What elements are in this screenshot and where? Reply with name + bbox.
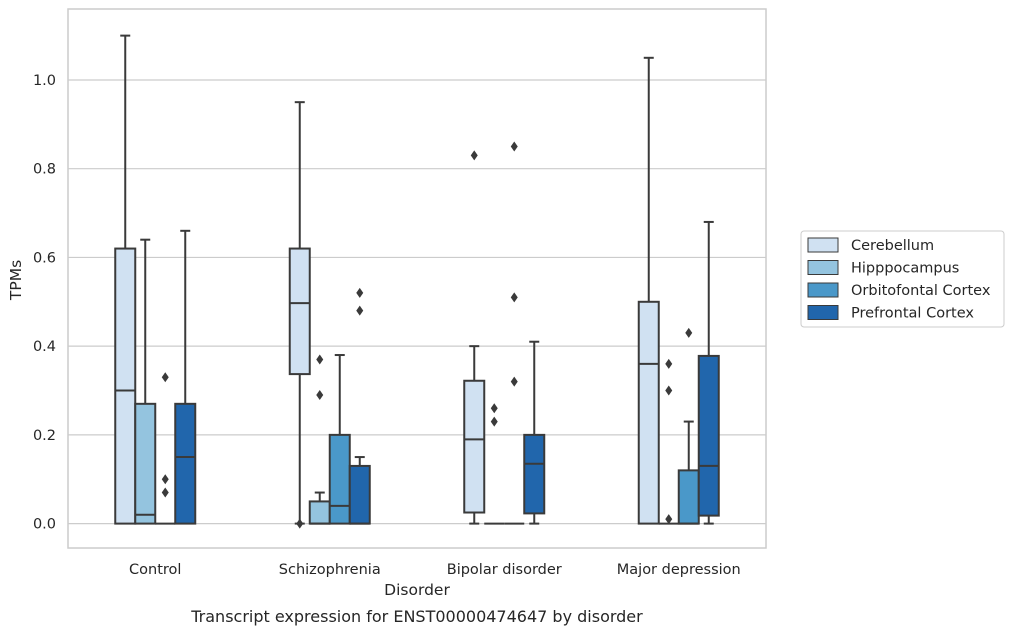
x-tick-labels: Control Schizophrenia Bipolar disorder Majo… — [129, 562, 741, 578]
box-group — [697, 220, 720, 525]
legend-entry-label: Prefrontal Cortex — [851, 306, 974, 322]
legend-entry-label: Orbitofontal Cortex — [851, 283, 991, 299]
outlier-point — [316, 354, 324, 365]
outlier-point — [161, 372, 169, 383]
box-group — [504, 141, 525, 525]
box-group — [348, 287, 371, 525]
outlier-point — [490, 416, 498, 427]
box — [308, 500, 331, 525]
box-group — [155, 372, 176, 525]
box — [463, 379, 486, 514]
outlier-point — [510, 141, 518, 152]
x-tick-label: Major depression — [617, 562, 741, 578]
y-tick-label: 0.6 — [33, 250, 56, 266]
outlier-point — [665, 514, 673, 525]
y-tick-label: 0.8 — [33, 162, 56, 178]
box-group — [523, 340, 546, 525]
box-group — [328, 354, 351, 525]
box — [114, 247, 137, 525]
legend-swatch — [807, 237, 839, 253]
y-tick-label: 0.0 — [33, 517, 56, 533]
y-tick-label: 0.4 — [33, 339, 56, 355]
outlier-point — [510, 292, 518, 303]
y-tick-label: 0.2 — [33, 428, 56, 444]
box-group — [637, 56, 660, 525]
y-axis-label: TPMs — [7, 260, 25, 301]
chart-caption: Transcript expression for ENST0000047464… — [190, 607, 643, 626]
legend-swatch — [807, 260, 839, 275]
outlier-point — [296, 518, 304, 529]
legend-swatch — [807, 305, 839, 320]
legend: Cerebellum Hipppocampus Orbitofontal Corte… — [800, 230, 1005, 328]
box — [348, 464, 371, 525]
x-tick-label: Schizophrenia — [279, 562, 381, 578]
legend-swatch — [807, 282, 839, 298]
outlier-point — [470, 150, 478, 161]
box-group — [308, 354, 331, 525]
outlier-point — [161, 487, 169, 498]
outlier-point — [356, 287, 364, 298]
box-group — [288, 101, 311, 529]
box-group — [484, 403, 505, 525]
x-tick-label: Control — [129, 562, 181, 578]
outlier-point — [161, 474, 169, 485]
box — [174, 402, 197, 525]
box — [697, 354, 720, 517]
box — [523, 433, 546, 515]
box — [134, 402, 157, 525]
y-tick-label: 1.0 — [33, 73, 56, 89]
box — [288, 247, 311, 376]
outlier-point — [490, 403, 498, 414]
legend-entry-label: Hipppocampus — [851, 261, 959, 277]
outlier-point — [685, 327, 693, 338]
box — [328, 433, 351, 525]
y-tick-labels: 0.0 0.2 0.4 0.6 0.8 1.0 — [33, 73, 56, 533]
box-group — [463, 150, 486, 525]
outlier-point — [316, 389, 324, 400]
plot-frame — [67, 8, 767, 549]
outlier-point — [510, 376, 518, 387]
box-group — [658, 358, 679, 525]
x-tick-label: Bipolar disorder — [447, 562, 562, 578]
box-group — [134, 238, 157, 525]
box-group — [174, 229, 197, 525]
legend-frame — [800, 230, 1005, 328]
boxes-layer — [114, 34, 720, 529]
box — [677, 469, 700, 525]
box-group — [114, 34, 137, 525]
legend-entry-label: Cerebellum — [851, 238, 934, 254]
x-axis-label: Disorder — [384, 581, 450, 599]
outlier-point — [356, 305, 364, 316]
outlier-point — [665, 358, 673, 369]
plot-area — [68, 9, 766, 548]
box — [637, 300, 660, 525]
outlier-point — [665, 385, 673, 396]
